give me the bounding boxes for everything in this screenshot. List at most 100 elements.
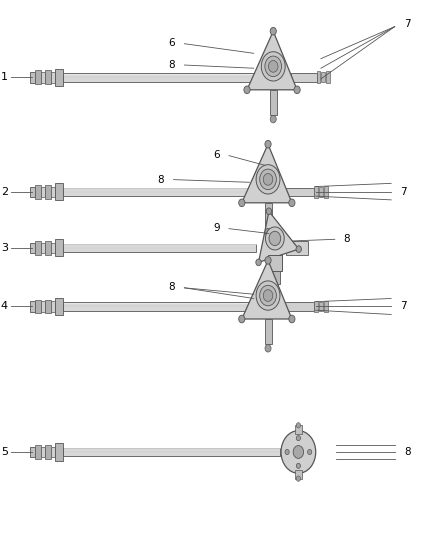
Text: 6: 6 — [168, 38, 175, 47]
Bar — [51, 72, 55, 83]
Bar — [63, 73, 254, 82]
Circle shape — [260, 285, 276, 306]
Bar — [41, 447, 45, 457]
Circle shape — [296, 423, 300, 428]
Bar — [35, 445, 41, 459]
Circle shape — [293, 446, 304, 458]
Circle shape — [268, 61, 278, 72]
Text: 8: 8 — [168, 282, 175, 292]
Bar — [314, 186, 318, 198]
Circle shape — [265, 56, 282, 77]
Text: 8: 8 — [168, 60, 175, 70]
Bar — [295, 470, 302, 479]
Bar — [319, 302, 323, 311]
Bar — [63, 302, 249, 311]
Bar — [314, 301, 318, 312]
Bar — [35, 300, 41, 313]
Circle shape — [256, 165, 280, 194]
Bar — [286, 188, 314, 196]
Bar — [286, 302, 314, 311]
Bar — [324, 186, 328, 198]
Bar — [41, 187, 45, 197]
Bar — [41, 301, 45, 312]
Circle shape — [289, 315, 295, 323]
Bar — [29, 301, 35, 312]
Bar — [29, 447, 35, 457]
Circle shape — [265, 227, 284, 250]
Bar — [55, 239, 63, 256]
Circle shape — [265, 140, 271, 148]
Bar — [29, 243, 35, 253]
Bar — [326, 71, 330, 83]
Text: 7: 7 — [404, 19, 411, 29]
Text: 7: 7 — [400, 302, 406, 311]
Circle shape — [261, 52, 285, 81]
Polygon shape — [242, 144, 292, 203]
Bar — [51, 447, 55, 457]
Circle shape — [239, 315, 245, 323]
Bar — [51, 243, 55, 253]
Text: 5: 5 — [1, 447, 8, 457]
Polygon shape — [258, 211, 299, 262]
Bar — [35, 241, 41, 255]
Bar — [35, 185, 41, 199]
Circle shape — [296, 463, 300, 469]
Bar — [55, 443, 63, 461]
Text: 2: 2 — [1, 187, 8, 197]
Text: 4: 4 — [1, 302, 8, 311]
Circle shape — [244, 86, 250, 94]
Bar — [290, 73, 317, 82]
Bar — [324, 301, 328, 312]
Bar — [317, 71, 321, 83]
Bar — [55, 183, 63, 200]
Bar — [319, 187, 323, 197]
Circle shape — [270, 116, 276, 123]
Bar — [321, 72, 325, 82]
Circle shape — [296, 246, 301, 253]
Bar — [41, 72, 45, 83]
Bar — [63, 188, 249, 196]
Circle shape — [294, 86, 300, 94]
Circle shape — [256, 259, 261, 265]
Text: 8: 8 — [157, 175, 164, 184]
Text: 9: 9 — [214, 223, 220, 232]
Bar — [270, 90, 277, 115]
Bar — [45, 185, 51, 199]
Circle shape — [256, 281, 280, 310]
Bar — [41, 243, 45, 253]
Bar — [265, 319, 272, 344]
Bar — [268, 255, 283, 271]
Bar — [286, 241, 308, 255]
Circle shape — [296, 476, 300, 481]
Circle shape — [265, 229, 271, 236]
Circle shape — [269, 231, 281, 246]
Circle shape — [265, 256, 271, 264]
Circle shape — [285, 449, 289, 455]
Bar — [55, 69, 63, 86]
Text: 8: 8 — [404, 447, 411, 457]
Circle shape — [270, 27, 276, 35]
Bar — [45, 70, 51, 84]
Bar — [51, 187, 55, 197]
Text: 3: 3 — [1, 243, 8, 253]
Bar — [51, 301, 55, 312]
Bar — [271, 271, 280, 284]
Circle shape — [296, 435, 300, 441]
Circle shape — [239, 199, 245, 207]
Bar — [55, 298, 63, 315]
Circle shape — [289, 199, 295, 207]
Circle shape — [263, 290, 273, 302]
Polygon shape — [242, 260, 292, 319]
Bar — [45, 445, 51, 459]
Bar — [265, 203, 272, 228]
Bar — [35, 70, 41, 84]
Bar — [295, 425, 302, 434]
Bar — [29, 187, 35, 197]
Circle shape — [266, 208, 272, 215]
Circle shape — [263, 174, 273, 185]
Bar — [63, 448, 280, 456]
Polygon shape — [247, 31, 297, 90]
Circle shape — [260, 169, 276, 190]
Text: 6: 6 — [214, 150, 220, 159]
Text: 1: 1 — [1, 72, 8, 82]
